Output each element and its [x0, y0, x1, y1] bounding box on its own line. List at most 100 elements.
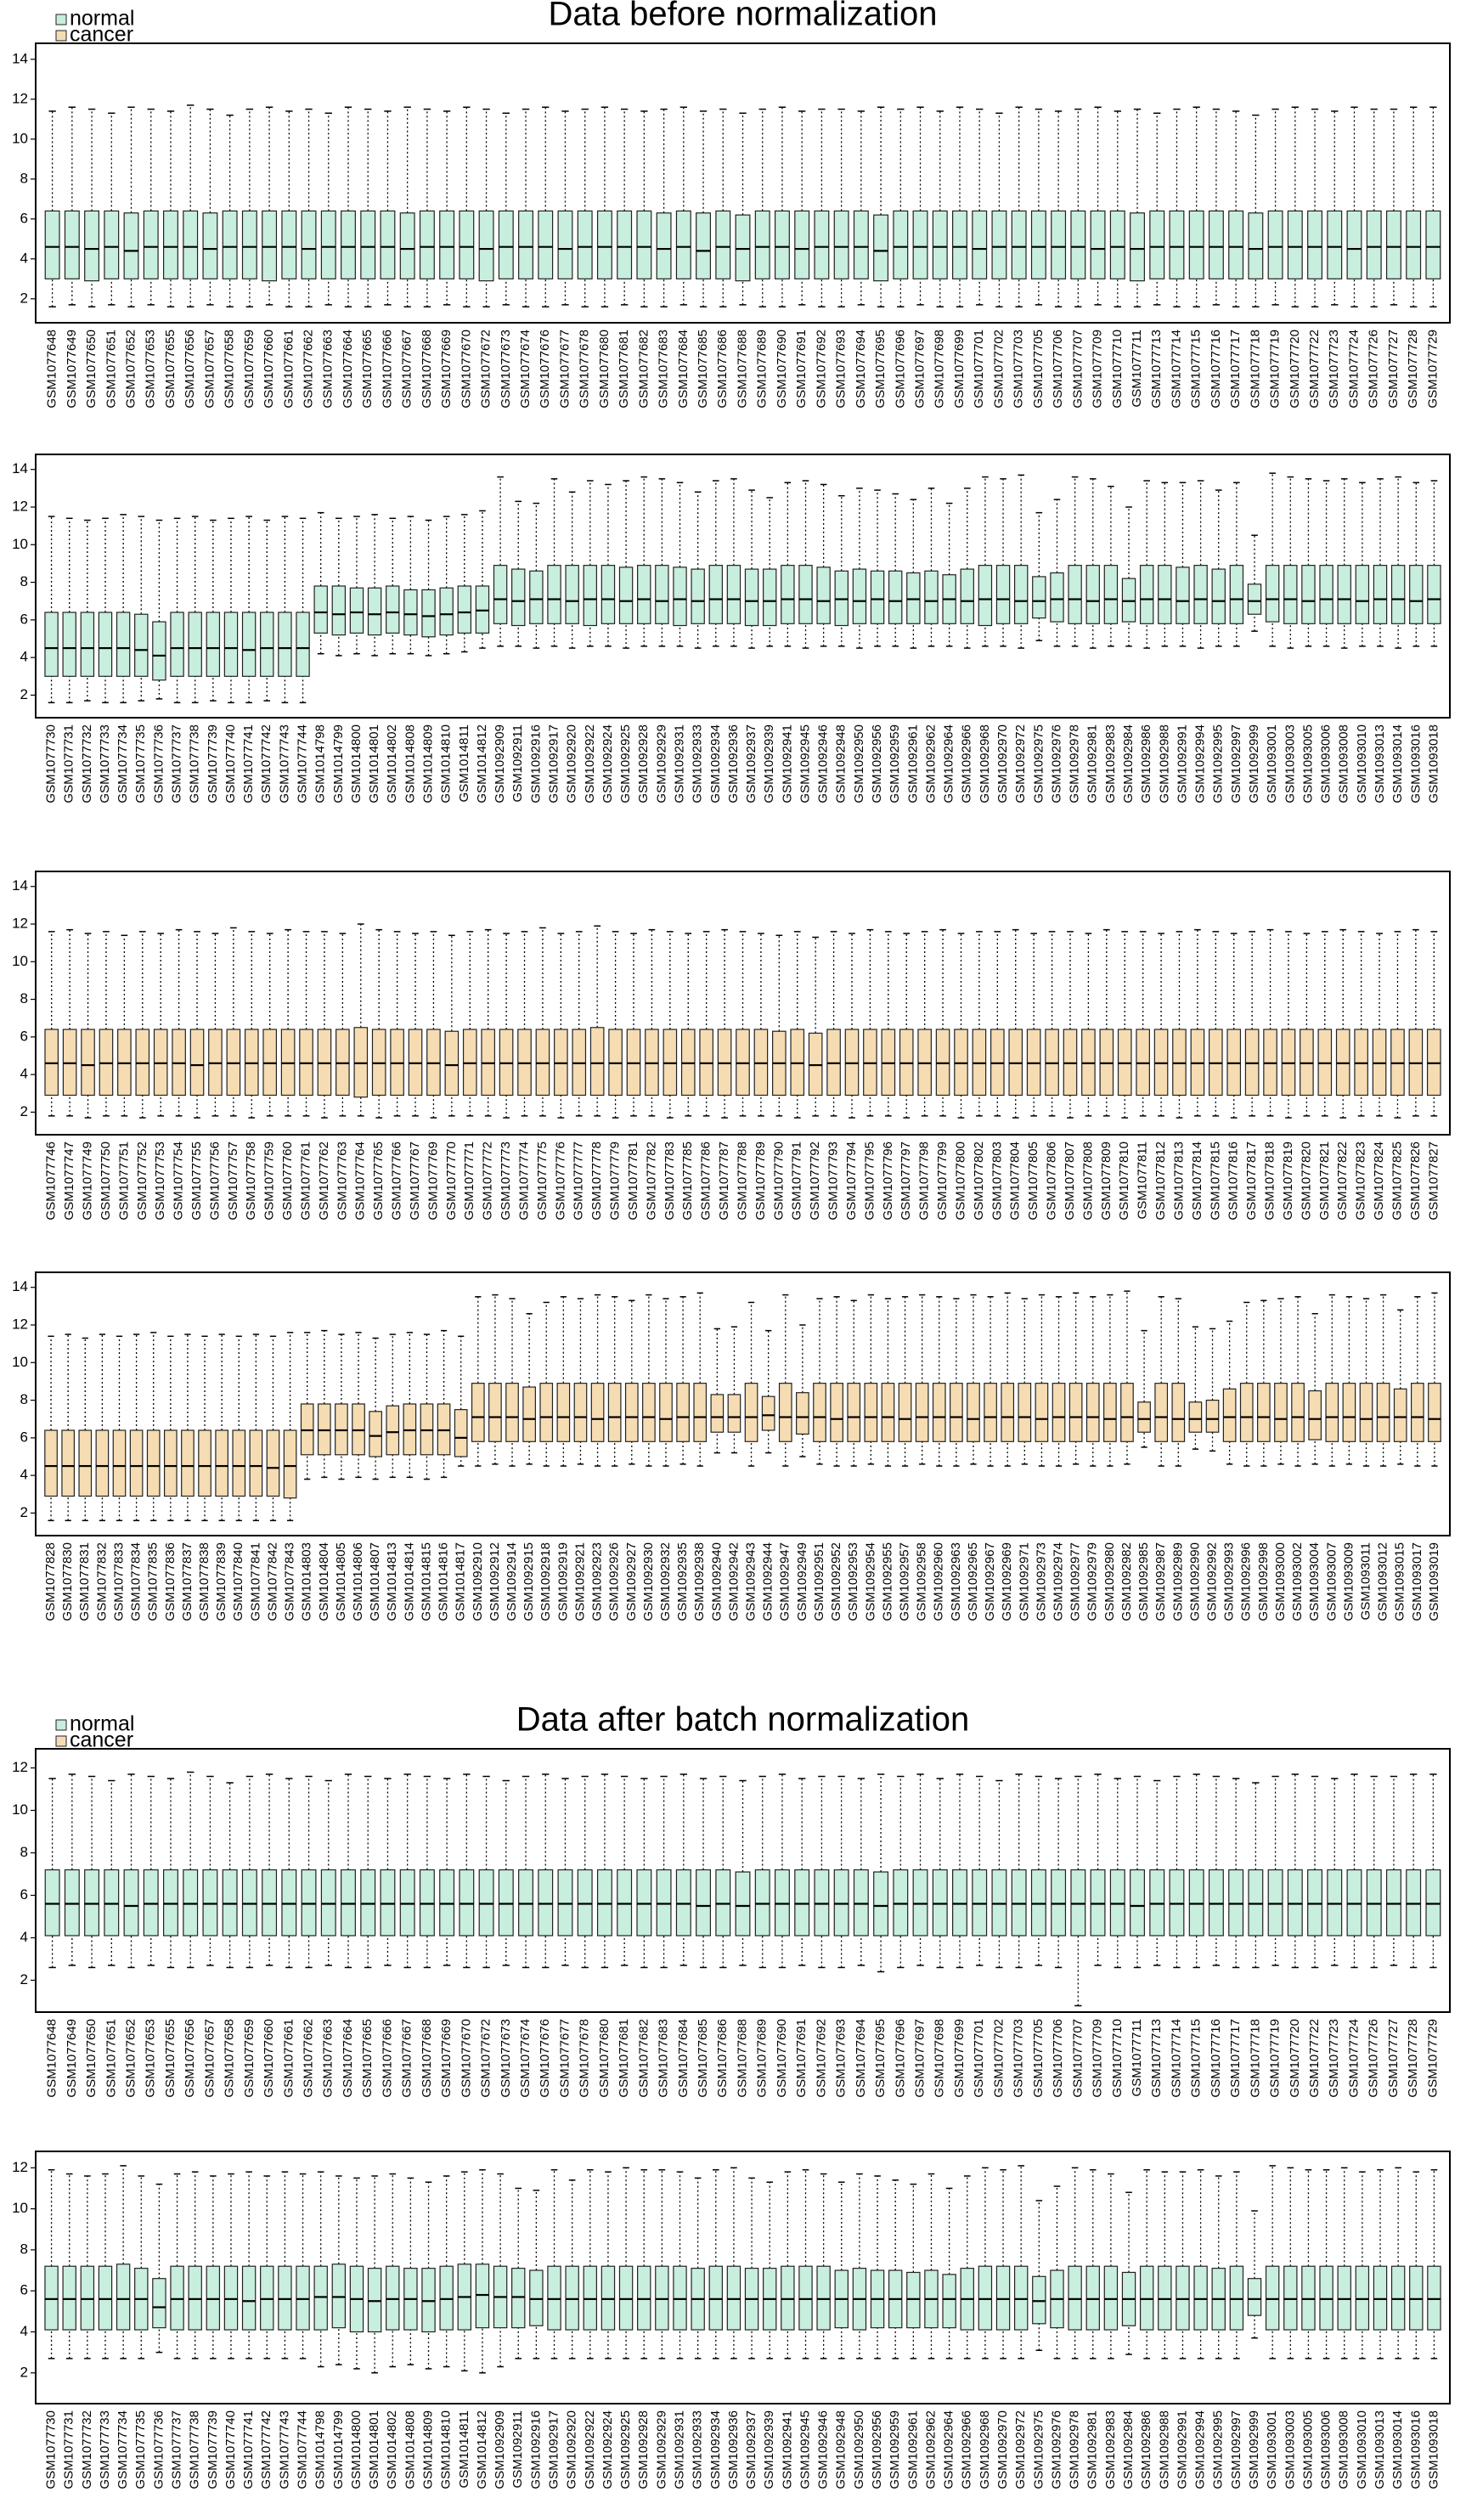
box	[1390, 565, 1406, 624]
y-tick-label: 8	[20, 990, 28, 1006]
box	[262, 1869, 278, 1937]
box	[577, 210, 593, 279]
box	[262, 1029, 278, 1097]
x-tick-label: GSM1092953	[846, 1542, 860, 1621]
x-tick-label: GSM1077735	[133, 724, 148, 803]
box	[44, 2265, 59, 2331]
box	[715, 210, 731, 279]
x-tick-label: GSM1014802	[385, 2410, 399, 2489]
box	[607, 1383, 622, 1442]
x-tick-label: GSM1092976	[1049, 2410, 1063, 2489]
box	[583, 2265, 598, 2331]
x-tick-label: GSM1077724	[1346, 2019, 1361, 2098]
x-tick-label: GSM1077681	[617, 2019, 631, 2098]
box	[995, 2265, 1011, 2331]
box	[1247, 583, 1262, 615]
x-tick-label: GSM1077795	[862, 1142, 877, 1221]
x-tick-label: GSM1092962	[923, 2410, 938, 2489]
x-tick-label: GSM1077681	[617, 330, 631, 409]
x-tick-label: GSM1014802	[385, 724, 399, 803]
box	[488, 1383, 502, 1442]
y-tick-label: 4	[20, 1467, 28, 1483]
box	[991, 210, 1007, 279]
x-tick-label: GSM1092941	[780, 2410, 794, 2489]
x-tick-label: GSM1077736	[151, 2410, 166, 2489]
box	[794, 210, 810, 279]
x-tick-label: GSM1077813	[1171, 1142, 1186, 1221]
x-tick-label: GSM1077705	[1031, 330, 1046, 409]
box	[717, 1029, 732, 1097]
box	[1287, 210, 1303, 279]
x-tick-label: GSM1092996	[1239, 1542, 1254, 1621]
x-tick-label: GSM1092990	[1187, 1542, 1202, 1621]
x-tick-label: GSM1092948	[834, 2410, 849, 2489]
box	[317, 1403, 331, 1456]
box	[386, 1405, 400, 1456]
x-tick-label: GSM1092976	[1049, 724, 1063, 803]
box	[1070, 210, 1086, 279]
box	[278, 612, 292, 677]
x-tick-label: GSM1092980	[1102, 1542, 1117, 1621]
x-tick-label: GSM1077758	[244, 1142, 258, 1221]
x-tick-label: GSM1077657	[202, 2019, 217, 2098]
box	[518, 1869, 533, 1937]
x-tick-label: GSM1077722	[1307, 2019, 1322, 2098]
box	[386, 585, 400, 634]
x-tick-label: GSM1092942	[726, 1542, 741, 1621]
box	[763, 568, 777, 627]
y-tick-label: 6	[20, 1028, 28, 1044]
x-tick-label: GSM1077782	[644, 1142, 658, 1221]
x-tick-label: GSM1092918	[538, 1542, 553, 1621]
box	[676, 1383, 690, 1442]
box	[744, 568, 759, 627]
box	[498, 1869, 514, 1937]
box	[1149, 1869, 1165, 1937]
x-tick-label: GSM1077762	[317, 1142, 331, 1221]
x-tick-label: GSM1077761	[298, 1142, 313, 1221]
box	[744, 1383, 758, 1442]
x-tick-label: GSM1092914	[505, 1542, 519, 1621]
x-tick-label: GSM1092974	[1051, 1542, 1065, 1621]
x-tick-label: GSM1077716	[1209, 2019, 1223, 2098]
box	[104, 1869, 120, 1937]
x-tick-label: GSM1077657	[202, 330, 217, 409]
box	[1229, 565, 1244, 624]
x-tick-label: GSM1077686	[715, 2019, 730, 2098]
box	[367, 2268, 382, 2333]
box	[1070, 1869, 1086, 1937]
box	[189, 1029, 205, 1097]
x-tick-label: GSM1077718	[1248, 2019, 1262, 2098]
y-tick-label: 10	[12, 130, 28, 146]
x-tick-label: GSM1092964	[942, 2410, 956, 2489]
x-tick-label: GSM1092995	[1211, 724, 1226, 803]
x-tick-label: GSM1014804	[317, 1542, 331, 1621]
box	[1001, 1383, 1015, 1442]
x-tick-label: GSM1077649	[65, 2019, 79, 2098]
legend-label: cancer	[70, 1728, 133, 1752]
box	[781, 2265, 795, 2331]
x-tick-label: GSM1077719	[1268, 330, 1283, 409]
box	[863, 1029, 877, 1097]
box	[972, 1869, 988, 1937]
x-tick-label: GSM1014808	[403, 2410, 417, 2489]
x-tick-label: GSM1077739	[206, 724, 220, 803]
box	[1308, 1390, 1322, 1440]
x-tick-label: GSM1092975	[1031, 724, 1046, 803]
box	[1366, 210, 1382, 279]
x-tick-label: GSM1092924	[600, 2410, 615, 2489]
x-tick-label: GSM1077694	[854, 330, 868, 409]
x-tick-label: GSM1077702	[991, 330, 1006, 409]
box	[223, 612, 239, 677]
box	[399, 212, 415, 279]
x-tick-label: GSM1077710	[1110, 2019, 1125, 2098]
legend-label: cancer	[70, 23, 133, 47]
box	[659, 1383, 673, 1442]
x-tick-label: GSM1093008	[1337, 724, 1351, 803]
x-tick-label: GSM1077650	[84, 2019, 99, 2098]
box	[960, 568, 974, 624]
box	[991, 1869, 1007, 1937]
x-tick-label: GSM1077816	[1226, 1142, 1241, 1221]
box	[556, 1383, 571, 1442]
x-tick-label: GSM1077741	[241, 724, 256, 803]
x-tick-label: GSM1077662	[302, 330, 316, 409]
